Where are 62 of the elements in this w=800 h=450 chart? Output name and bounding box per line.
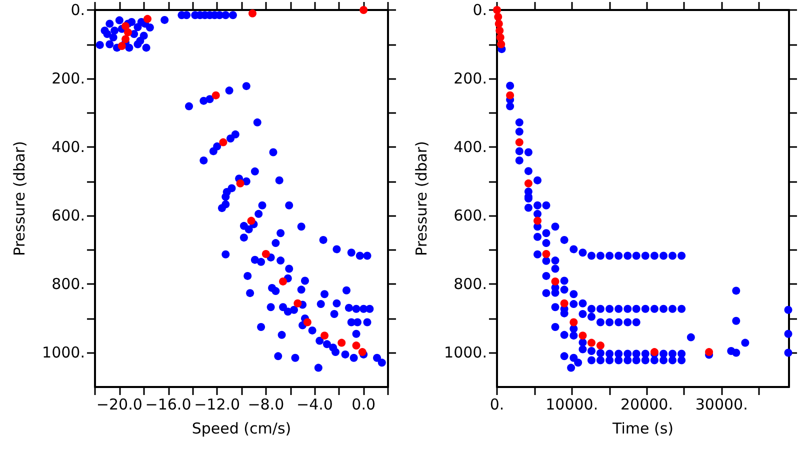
y-tick-label: 1000. xyxy=(42,344,85,362)
point xyxy=(494,20,503,28)
y-tick-label: 800. xyxy=(454,275,487,294)
point xyxy=(497,40,506,48)
point xyxy=(515,138,524,146)
y-tick-label: 400. xyxy=(454,138,487,156)
y-tick-label: 400. xyxy=(52,138,85,156)
point xyxy=(320,332,329,340)
x-tick-label: −20.0 xyxy=(96,396,142,414)
point xyxy=(338,338,346,347)
x-axis-title: Speed (cm/s) xyxy=(192,420,292,438)
point xyxy=(212,91,220,100)
point xyxy=(534,216,542,225)
x-tick-label: 30000. xyxy=(695,396,748,414)
x-tick-label: 0.0 xyxy=(352,396,376,414)
y-tick-label: 200. xyxy=(52,70,85,88)
x-tick-label: 20000. xyxy=(620,396,673,414)
y-axis-title: Pressure (dbar) xyxy=(412,141,430,256)
point xyxy=(219,138,228,146)
point xyxy=(596,342,604,350)
point xyxy=(506,91,514,100)
point xyxy=(496,26,504,35)
y-tick-label: 600. xyxy=(454,206,487,225)
point xyxy=(122,35,130,44)
point xyxy=(587,338,596,347)
point xyxy=(494,12,502,21)
x-axis-title: Time (s) xyxy=(612,420,674,438)
point xyxy=(360,6,368,14)
point xyxy=(496,33,504,42)
point xyxy=(578,332,587,340)
x-tick-label: −4.0 xyxy=(296,396,333,414)
point xyxy=(294,299,302,308)
y-tick-label: 1000. xyxy=(444,344,487,362)
point xyxy=(247,216,256,225)
y-tick-label: 0. xyxy=(70,1,85,19)
point xyxy=(303,318,312,326)
point xyxy=(560,299,568,308)
x-tick-label: −12.0 xyxy=(194,396,240,414)
point xyxy=(542,250,550,258)
point xyxy=(144,14,152,23)
y-tick-label: 600. xyxy=(52,206,85,225)
point xyxy=(236,179,244,188)
point xyxy=(352,342,360,350)
point xyxy=(705,348,714,356)
point xyxy=(493,6,501,14)
x-tick-label: 0. xyxy=(490,396,504,414)
x-tick-label: 10000. xyxy=(546,396,598,414)
point xyxy=(122,22,130,30)
point xyxy=(524,179,532,188)
point xyxy=(118,42,126,50)
point xyxy=(124,28,132,36)
point xyxy=(570,318,578,326)
y-tick-label: 800. xyxy=(52,275,85,294)
x-tick-label: −8.0 xyxy=(248,396,284,414)
x-tick-label: −16.0 xyxy=(145,396,192,414)
point xyxy=(262,250,270,258)
y-tick-label: 0. xyxy=(472,1,487,19)
point xyxy=(248,9,256,18)
y-axis-title: Pressure (dbar) xyxy=(10,141,28,256)
point xyxy=(551,277,560,286)
point xyxy=(279,277,288,286)
y-tick-label: 200. xyxy=(454,70,487,88)
